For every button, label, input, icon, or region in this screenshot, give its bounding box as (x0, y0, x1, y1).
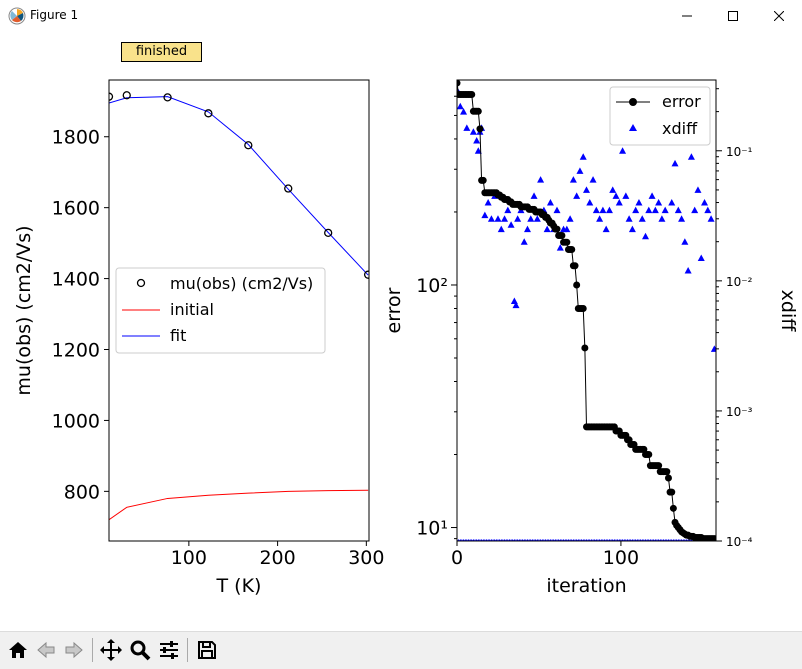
figure-canvas (0, 32, 802, 630)
minimize-icon (682, 15, 692, 17)
window-titlebar: Figure 1 (0, 0, 802, 32)
pan-icon (100, 639, 122, 661)
close-icon (774, 11, 784, 21)
back-button[interactable] (32, 636, 60, 664)
home-button[interactable] (4, 636, 32, 664)
toolbar-separator (92, 638, 93, 662)
save-icon (198, 641, 216, 659)
back-arrow-icon (37, 641, 55, 659)
matplotlib-logo-icon (8, 7, 26, 25)
navigation-toolbar (0, 631, 802, 669)
configure-subplots-button[interactable] (155, 636, 183, 664)
forward-arrow-icon (65, 641, 83, 659)
maximize-icon (728, 11, 738, 21)
home-icon (9, 642, 27, 658)
forward-button[interactable] (60, 636, 88, 664)
window-title: Figure 1 (30, 8, 79, 22)
zoom-button[interactable] (126, 636, 154, 664)
save-button[interactable] (193, 636, 221, 664)
configure-subplots-icon (160, 641, 178, 659)
minimize-button[interactable] (664, 0, 710, 32)
toolbar-separator (187, 638, 188, 662)
zoom-icon (130, 640, 151, 661)
status-badge: finished (121, 42, 202, 62)
pan-button[interactable] (97, 636, 125, 664)
maximize-button[interactable] (710, 0, 756, 32)
close-button[interactable] (756, 0, 802, 32)
